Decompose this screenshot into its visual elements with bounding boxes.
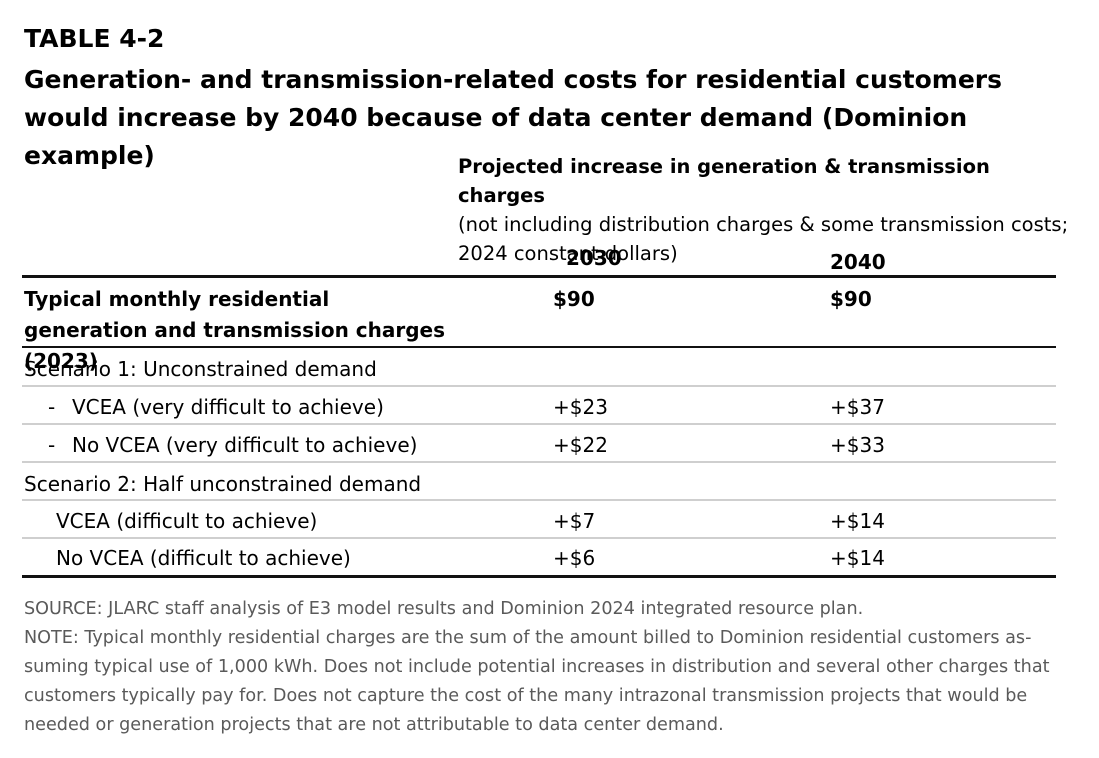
column-header: Projected increase in generation & trans… [458, 152, 1078, 268]
typical-charges-label: Typical monthly residential generation a… [24, 287, 446, 373]
scenario2-row1-label: VCEA (difficult to achieve) [56, 509, 318, 533]
typical-charges-2040: $90 [830, 287, 872, 311]
scenario1-row2-label: No VCEA (very difficult to achieve) [72, 433, 418, 457]
section-rule [22, 346, 1056, 348]
table-bottom-rule [22, 575, 1056, 578]
scenario1-row2-2030: +$22 [553, 433, 608, 457]
table-title: Generation- and transmission-related cos… [24, 65, 1003, 170]
column-header-title: Projected increase in generation & trans… [458, 155, 990, 207]
scenario1-row1-2040: +$37 [830, 395, 885, 419]
column-header-detail: (not including distribution charges & so… [458, 213, 1069, 265]
scenario2-row2-2030: +$6 [553, 546, 596, 570]
scenario2-row2-2040: +$14 [830, 546, 885, 570]
row-divider [22, 537, 1056, 539]
table-notes: SOURCE: JLARC staff analysis of E3 model… [24, 595, 1084, 740]
table-number: TABLE 4-2 [24, 24, 165, 53]
row-divider [22, 499, 1056, 501]
scenario1-row2-2040: +$33 [830, 433, 885, 457]
scenario1-row2-dash: - [48, 433, 56, 457]
row-divider [22, 461, 1056, 463]
year-header-2030: 2030 [566, 246, 622, 270]
scenario1-label: Scenario 1: Unconstrained demand [24, 357, 377, 381]
scenario2-row2-label: No VCEA (difficult to achieve) [56, 546, 351, 570]
typical-charges-2030: $90 [553, 287, 595, 311]
explanatory-note: NOTE: Typical monthly residential charge… [24, 628, 1050, 735]
source-note: SOURCE: JLARC staff analysis of E3 model… [24, 599, 864, 619]
row-divider [22, 423, 1056, 425]
table-top-rule [22, 275, 1056, 278]
scenario2-row1-2040: +$14 [830, 509, 885, 533]
scenario1-row1-label: VCEA (very difficult to achieve) [72, 395, 384, 419]
scenario1-row1-dash: - [48, 395, 56, 419]
row-divider [22, 385, 1056, 387]
scenario2-row1-2030: +$7 [553, 509, 596, 533]
scenario1-row1-2030: +$23 [553, 395, 608, 419]
year-header-2040: 2040 [830, 250, 886, 274]
scenario2-label: Scenario 2: Half unconstrained demand [24, 472, 422, 496]
